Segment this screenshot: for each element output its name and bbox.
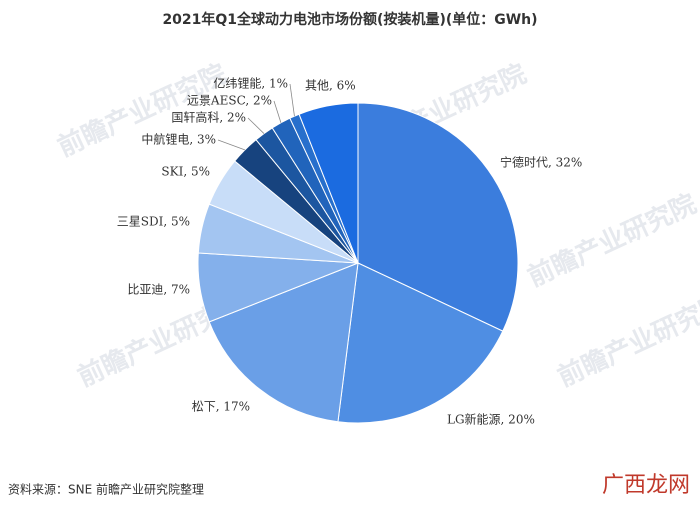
slice-label: 宁德时代, 32% (500, 155, 582, 170)
leader-line (289, 83, 295, 117)
slice-label: 中航锂电, 3% (141, 132, 216, 147)
slice-label: LG新能源, 20% (447, 412, 535, 427)
slice (357, 102, 519, 332)
slice-label: 松下, 17% (192, 400, 250, 414)
slice-label: 国轩高科, 2% (171, 110, 246, 125)
leader-line (273, 100, 282, 123)
slice-label: 三星SDI, 5% (117, 215, 190, 229)
leader-line (247, 117, 265, 134)
slice (298, 102, 359, 264)
slice-label: 比亚迪, 7% (127, 283, 190, 297)
logo: 广西龙网 (602, 473, 690, 498)
slice-label: 远景AESC, 2% (187, 94, 272, 108)
source: 资料来源：SNE 前瞻产业研究院整理 (8, 482, 204, 497)
slice-label: 亿纬锂能, 1% (213, 76, 288, 91)
slice-label: 其他, 6% (305, 79, 356, 93)
slice (337, 262, 504, 424)
slice-label: SKI, 5% (161, 165, 210, 179)
slice (208, 262, 359, 423)
chart-title: 2021年Q1全球动力电池市场份额(按装机量)(单位：GWh) (162, 11, 537, 28)
leader-line (217, 139, 246, 151)
pie: 宁德时代, 32% LG新能源, 20% 松下, 17% 比亚迪, 7% 三星SDI, … (117, 76, 583, 427)
